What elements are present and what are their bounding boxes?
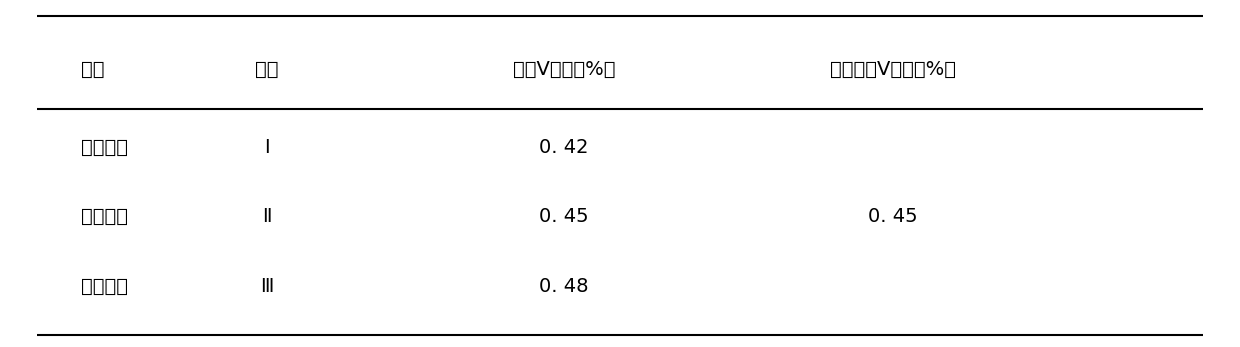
Text: 夏季种植: 夏季种植 [81, 277, 128, 296]
Text: Ⅲ: Ⅲ [260, 277, 273, 296]
Text: 夏季种植: 夏季种植 [81, 208, 128, 226]
Text: 夏季种植: 夏季种植 [81, 138, 128, 157]
Text: 平均甜苷Ⅴ含量（%）: 平均甜苷Ⅴ含量（%） [830, 60, 956, 79]
Text: 0. 42: 0. 42 [539, 138, 589, 157]
Text: Ⅱ: Ⅱ [262, 208, 272, 226]
Text: Ⅰ: Ⅰ [264, 138, 269, 157]
Text: 0. 45: 0. 45 [539, 208, 589, 226]
Text: 0. 48: 0. 48 [539, 277, 589, 296]
Text: 模式: 模式 [81, 60, 104, 79]
Text: 重复: 重复 [255, 60, 278, 79]
Text: 0. 45: 0. 45 [868, 208, 918, 226]
Text: 甜苷Ⅴ含量（%）: 甜苷Ⅴ含量（%） [513, 60, 615, 79]
